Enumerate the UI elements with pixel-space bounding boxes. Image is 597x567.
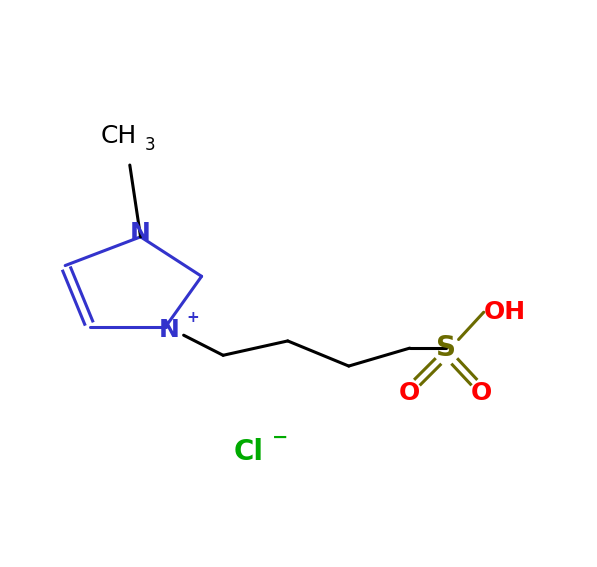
Text: CH: CH bbox=[101, 124, 137, 149]
Text: N: N bbox=[130, 221, 151, 246]
Text: O: O bbox=[399, 380, 420, 405]
Text: Cl: Cl bbox=[233, 438, 263, 466]
Text: +: + bbox=[187, 311, 199, 325]
Text: N: N bbox=[159, 318, 180, 342]
Text: −: − bbox=[272, 428, 289, 447]
Text: O: O bbox=[471, 380, 492, 405]
Text: S: S bbox=[436, 334, 456, 362]
Text: 3: 3 bbox=[144, 136, 155, 154]
Text: OH: OH bbox=[484, 300, 527, 324]
